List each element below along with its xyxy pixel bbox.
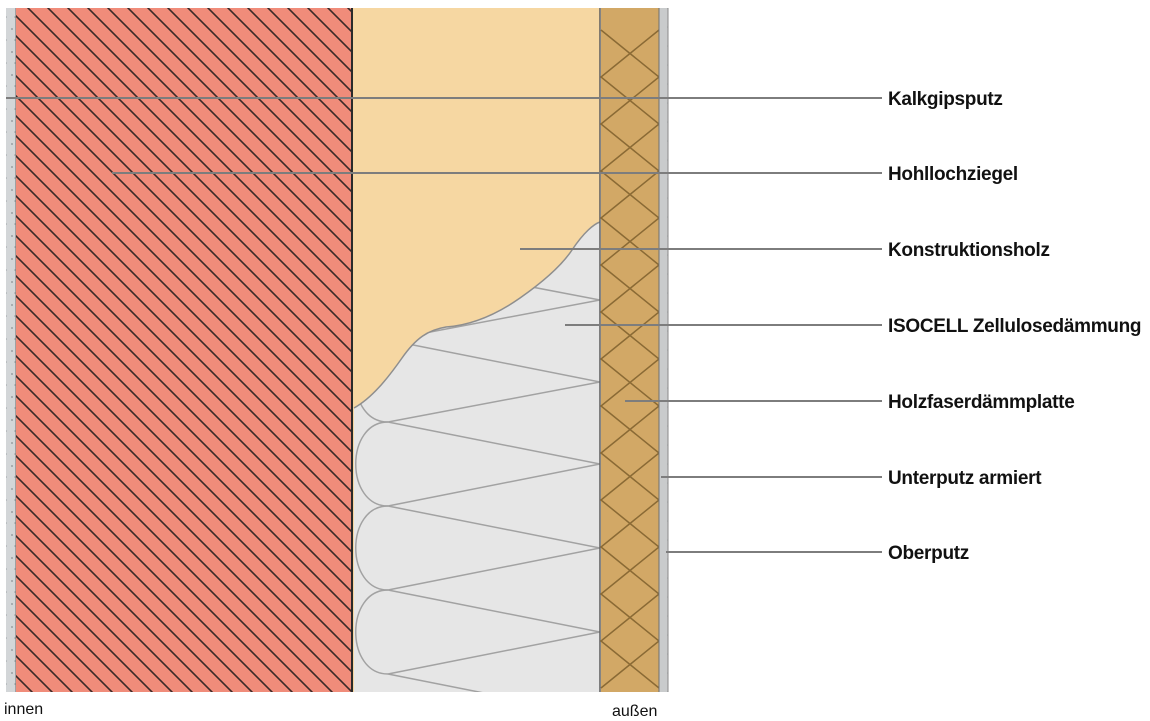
label-outside: außen: [612, 703, 657, 720]
top-render-layer: [663, 8, 668, 692]
label-zellulosedaemmung: ISOCELL Zellulosedämmung: [888, 316, 1141, 337]
label-inside: innen: [4, 701, 43, 718]
label-kalkgipsputz: Kalkgipsputz: [888, 89, 1003, 110]
interior-plaster-layer: [6, 8, 16, 692]
hollow-brick-layer: [16, 8, 352, 692]
layer-labels: Kalkgipsputz Hohllochziegel Konstruktion…: [888, 89, 1142, 564]
wood-fibre-board-layer: [599, 8, 661, 692]
label-konstruktionsholz: Konstruktionsholz: [888, 240, 1050, 261]
label-unterputz: Unterputz armiert: [888, 468, 1042, 489]
label-oberputz: Oberputz: [888, 543, 969, 564]
label-holzfaserdaemmplatte: Holzfaserdämmplatte: [888, 392, 1074, 413]
label-hohllochziegel: Hohllochziegel: [888, 164, 1018, 185]
base-render-layer: [659, 8, 663, 692]
leader-lines: [6, 97, 882, 553]
